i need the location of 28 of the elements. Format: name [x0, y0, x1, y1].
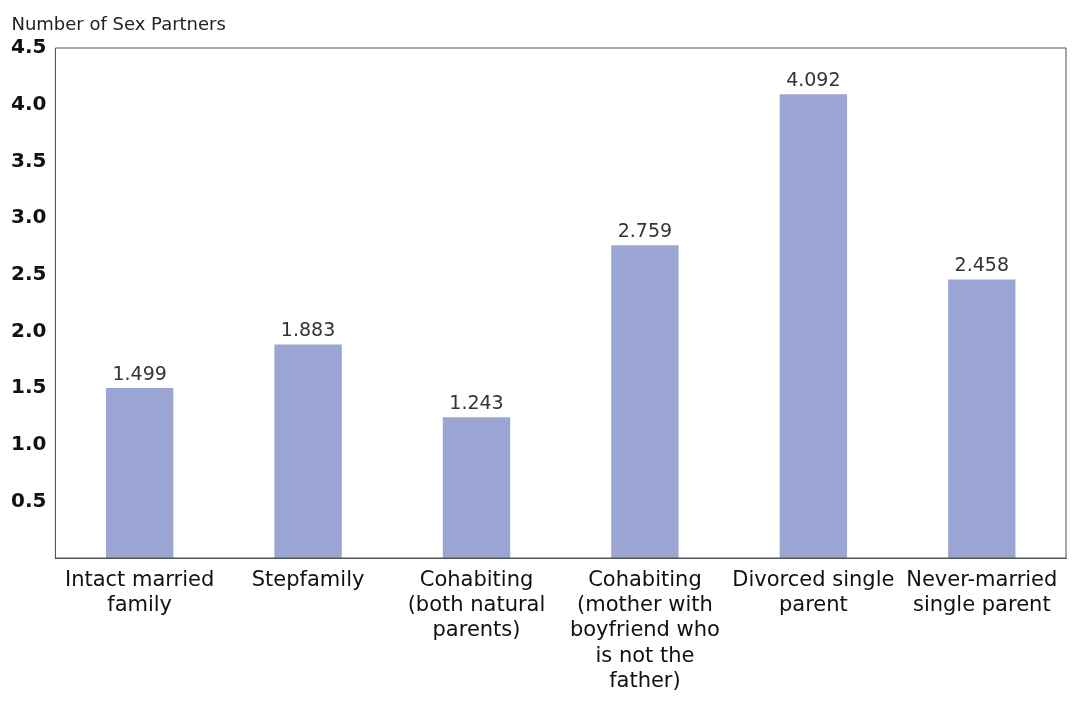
y-tick-label: 1.0 [10, 430, 47, 455]
data-label: 1.243 [449, 390, 504, 413]
y-axis-title: Number of Sex Partners [11, 12, 226, 34]
y-tick-label: 2.5 [10, 260, 47, 285]
x-tick-label: Never-married single parent [906, 567, 1058, 617]
x-tick-label: Divorced single parent [732, 567, 895, 617]
bar [779, 94, 848, 558]
bar [105, 388, 174, 558]
x-tick-label: Intact married family [64, 567, 215, 617]
y-tick-label: 1.5 [10, 374, 47, 399]
y-tick-label: 2.0 [10, 317, 47, 342]
y-tick-label: 3.0 [10, 204, 47, 229]
y-tick-label: 4.5 [10, 34, 47, 59]
data-label: 1.499 [112, 361, 167, 384]
y-tick-label: 4.0 [10, 90, 47, 115]
bar [611, 245, 679, 558]
x-tick-label: Cohabiting (mother with boyfriend who is not the father) [569, 567, 720, 692]
y-tick-label: 3.5 [10, 147, 47, 172]
bar [274, 344, 342, 558]
data-label: 2.759 [617, 218, 673, 241]
x-tick-label: Cohabiting (both natural parents) [407, 567, 546, 642]
data-label: 1.883 [280, 318, 336, 341]
y-tick-label: 0.5 [10, 487, 47, 512]
data-label: 4.092 [786, 67, 841, 90]
bar [948, 279, 1016, 558]
x-tick-label: Stepfamily [251, 567, 365, 592]
data-label: 2.458 [954, 252, 1009, 275]
bar [442, 417, 511, 558]
